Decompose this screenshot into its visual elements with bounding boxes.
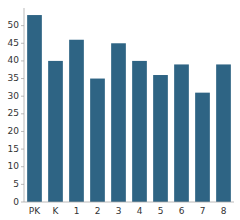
chart-container: 05101520253035404550PKK12345678 — [0, 0, 240, 220]
y-tick — [21, 184, 24, 185]
x-tick-label: 2 — [95, 206, 101, 216]
bar — [69, 40, 84, 202]
y-tick — [21, 96, 24, 97]
bar — [216, 64, 231, 202]
bar — [27, 15, 42, 202]
y-tick-label: 35 — [8, 73, 19, 83]
y-tick — [21, 202, 24, 203]
page: {"chart_data": {"type": "bar", "categori… — [0, 0, 240, 220]
bar — [153, 75, 168, 202]
y-ticks: 0 5 10 15 20 25 30 35 40 45 50 — [8, 20, 24, 206]
y-tick — [21, 113, 24, 114]
x-tick-label: 5 — [158, 206, 164, 216]
y-tick — [21, 78, 24, 79]
x-tick-label: K — [53, 206, 60, 216]
y-tick-label: 5 — [13, 179, 19, 189]
y-axis-line — [24, 8, 25, 202]
x-tick-label: 3 — [116, 206, 122, 216]
y-tick — [21, 149, 24, 150]
bar — [132, 61, 147, 202]
bar — [195, 93, 210, 202]
y-tick — [21, 60, 24, 61]
y-tick — [21, 43, 24, 44]
y-tick-label: 40 — [8, 55, 20, 65]
y-tick-label: 10 — [8, 161, 20, 171]
bars — [27, 15, 231, 202]
axes — [24, 8, 234, 202]
x-tick-label: 4 — [137, 206, 143, 216]
y-tick-label: 25 — [8, 108, 19, 118]
bar — [111, 43, 126, 202]
x-ticks: PK K 1 2 3 4 5 6 7 8 — [29, 206, 227, 216]
x-tick-label: 8 — [221, 206, 227, 216]
y-tick — [21, 131, 24, 132]
x-tick-label: PK — [29, 206, 41, 216]
y-tick-label: 30 — [8, 91, 20, 101]
x-tick-label: 7 — [200, 206, 206, 216]
y-tick-label: 50 — [8, 20, 20, 30]
chart-svg: 05101520253035404550PKK12345678 — [0, 0, 240, 220]
bar — [48, 61, 63, 202]
y-tick — [21, 25, 24, 26]
y-tick-label: 45 — [8, 38, 19, 48]
x-tick-label: 6 — [179, 206, 185, 216]
bar — [174, 64, 189, 202]
y-tick — [21, 166, 24, 167]
y-tick-label: 15 — [8, 144, 19, 154]
x-axis-line — [24, 202, 234, 203]
bar — [90, 79, 105, 202]
y-tick-label: 20 — [8, 126, 20, 136]
y-tick-label: 0 — [13, 197, 19, 207]
x-tick-label: 1 — [74, 206, 80, 216]
